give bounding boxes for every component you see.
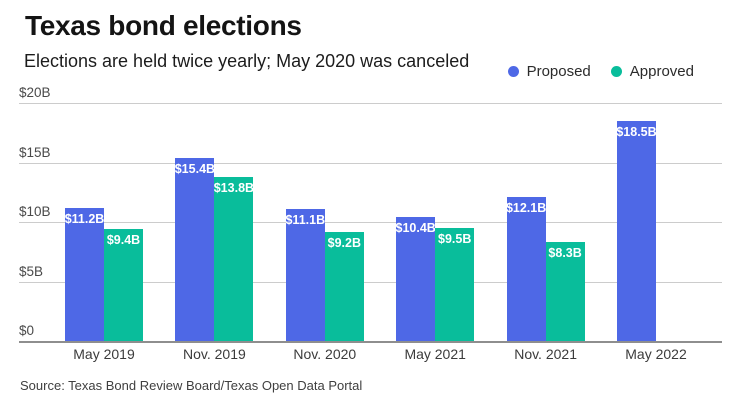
bar-proposed: $12.1B — [505, 197, 547, 341]
bar-proposed: $18.5B — [616, 121, 657, 341]
bar-value-label: $18.5B — [616, 125, 657, 139]
bar-value-label: $11.2B — [64, 212, 105, 226]
x-tick-label: May 2021 — [404, 346, 466, 362]
legend-item: Proposed — [507, 63, 591, 80]
bar-value-label: $13.8B — [213, 181, 255, 195]
x-tick-label: Nov. 2021 — [514, 346, 577, 362]
bar-approved: $13.8B — [213, 177, 255, 341]
bar-value-label: $10.4B — [395, 221, 436, 235]
bar-proposed: $11.2B — [65, 208, 104, 341]
gridline — [19, 281, 722, 283]
x-tick-label: May 2022 — [625, 346, 687, 362]
legend-item: Approved — [610, 63, 694, 80]
y-tick-label: $20B — [19, 85, 51, 100]
proposed-dot-icon — [507, 66, 519, 77]
y-tick-label: $15B — [19, 144, 51, 160]
approved-dot-icon — [610, 66, 622, 77]
x-axis-line — [19, 341, 722, 343]
legend-label: Approved — [629, 63, 694, 80]
bar-value-label: $12.1B — [505, 201, 547, 215]
x-tick-label: Nov. 2019 — [183, 346, 246, 362]
y-tick-label: $5B — [19, 263, 44, 279]
y-tick-label: $0 — [19, 323, 35, 338]
x-tick-label: Nov. 2020 — [293, 346, 357, 362]
gridline — [19, 162, 722, 164]
bar-value-label: $11.1B — [285, 213, 326, 227]
bar-approved: $9.2B — [324, 232, 364, 341]
y-tick-label: $10B — [19, 204, 51, 219]
legend-label: Proposed — [526, 63, 591, 80]
page-title: Texas bond elections — [25, 10, 302, 41]
bar-value-label: $8.3B — [548, 246, 582, 260]
bar-approved: $9.5B — [435, 228, 475, 341]
source-note: Source: Texas Bond Review Board/Texas Op… — [20, 378, 363, 393]
bar-proposed: $10.4B — [395, 217, 436, 341]
bar-value-label: $9.5B — [438, 232, 472, 246]
bar-proposed: $15.4B — [174, 158, 216, 341]
bar-proposed: $11.1B — [285, 209, 326, 341]
bar-value-label: $15.4B — [174, 162, 216, 176]
x-tick-label: May 2019 — [73, 346, 135, 362]
gridline — [19, 222, 722, 223]
bar-approved: $9.4B — [104, 229, 143, 341]
chart-subtitle: Elections are held twice yearly; May 202… — [24, 51, 470, 71]
bar-approved: $8.3B — [545, 242, 585, 341]
bar-value-label: $9.2B — [327, 236, 361, 250]
bar-value-label: $9.4B — [106, 233, 141, 247]
legend: Proposed Approved — [507, 63, 694, 80]
gridline — [19, 103, 722, 104]
